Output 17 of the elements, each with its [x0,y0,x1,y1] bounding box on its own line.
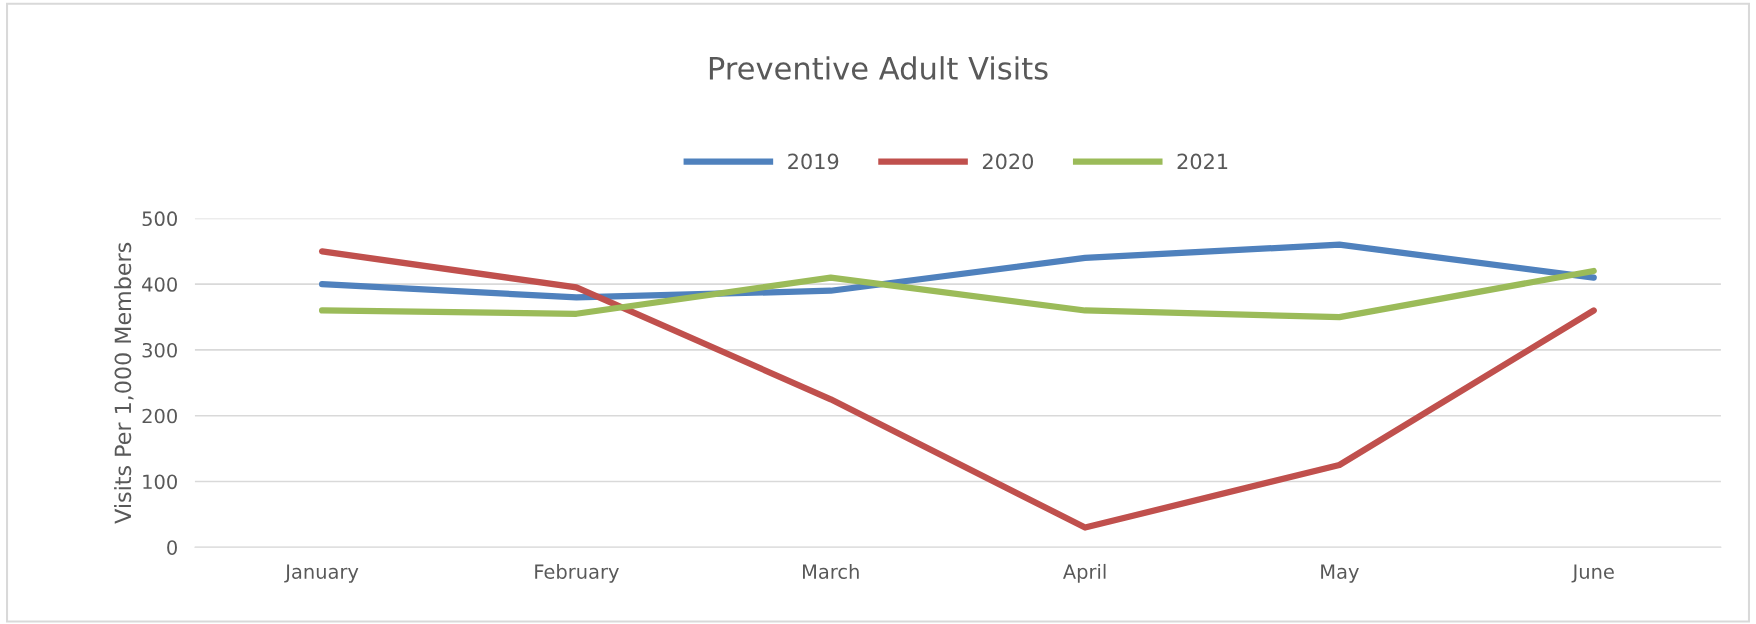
y-axis-title: Visits Per 1,000 Members [114,242,134,524]
chart-title: Preventive Adult Visits [709,56,1048,80]
y-tick-label: 400 [142,277,177,292]
legend-label: 2020 [982,153,1034,170]
y-tick-label: 200 [142,408,177,424]
x-tick-label: May [1321,564,1359,583]
x-tick-label: February [535,563,619,583]
y-tick-label: 100 [143,474,177,490]
y-tick-label: 500 [142,211,177,227]
x-tick-label: January [284,564,359,583]
y-tick-label: 300 [142,342,177,358]
x-tick-label: June [1571,564,1614,583]
x-tick-label: March [803,563,859,579]
y-tick-label: 0 [167,540,177,555]
legend-label: 2021 [1177,153,1228,170]
x-tick-label: April [1062,563,1106,583]
legend-label: 2019 [788,153,839,170]
